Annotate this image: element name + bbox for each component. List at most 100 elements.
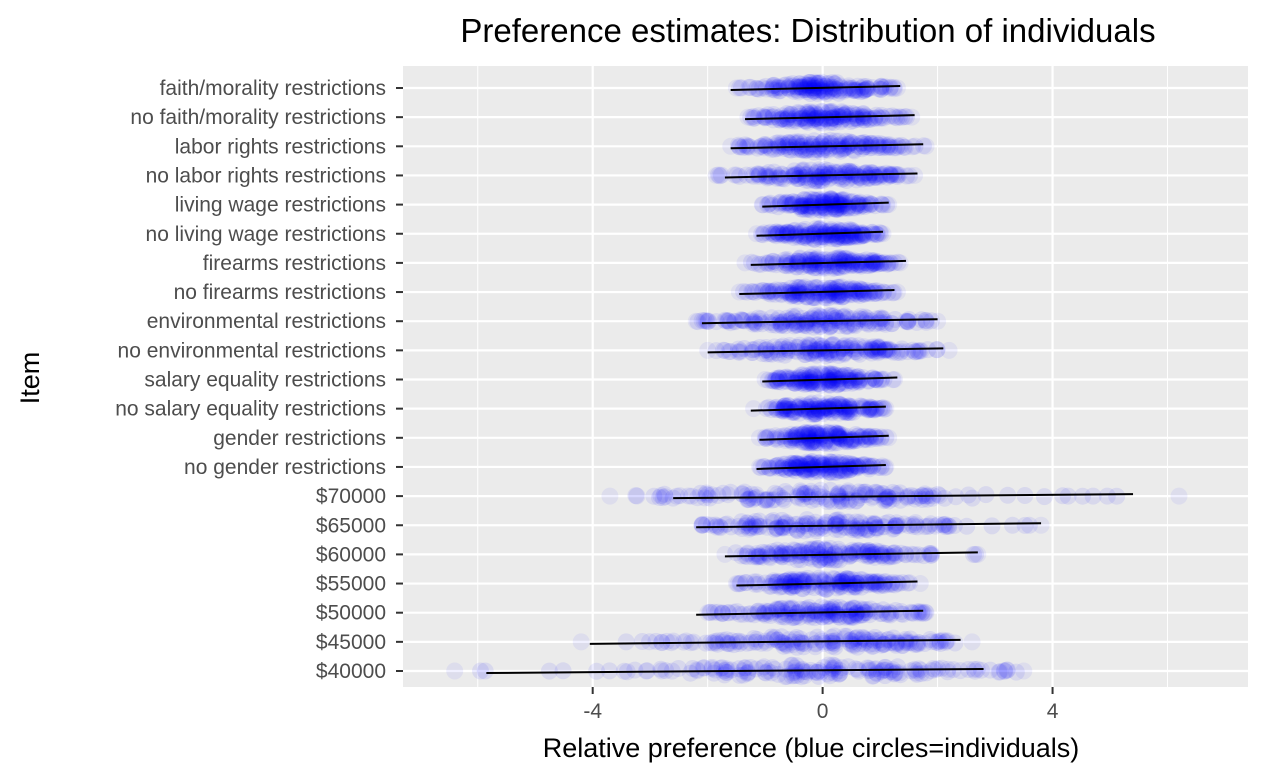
individual-point [730, 138, 748, 156]
individual-point [790, 542, 808, 560]
individual-point [826, 255, 844, 273]
individual-point [827, 285, 845, 302]
individual-point [748, 225, 765, 243]
individual-point [859, 254, 877, 272]
individual-point [816, 282, 833, 299]
individual-point [874, 225, 892, 243]
individual-point [878, 196, 896, 214]
individual-point [816, 288, 833, 306]
individual-point [804, 253, 822, 271]
individual-point [803, 135, 821, 153]
individual-point [923, 546, 940, 564]
individual-point [801, 76, 819, 94]
individual-point [735, 340, 753, 357]
individual-point [757, 165, 775, 183]
y-tick-label: $45000 [316, 631, 386, 654]
individual-point [824, 198, 842, 216]
individual-point [707, 313, 725, 331]
individual-point [822, 190, 840, 208]
individual-point [813, 102, 831, 120]
individual-point [849, 106, 866, 124]
individual-point [778, 225, 796, 243]
individual-point [795, 228, 813, 246]
individual-point [779, 252, 796, 270]
individual-point [774, 282, 792, 299]
individual-point [787, 78, 805, 96]
individual-point [835, 140, 853, 158]
individual-point [851, 193, 869, 211]
individual-point [779, 110, 796, 128]
individual-point [796, 111, 814, 129]
individual-point [843, 255, 861, 273]
individual-point [787, 227, 805, 245]
individual-point [858, 251, 875, 269]
individual-point [806, 73, 824, 91]
individual-point [801, 74, 819, 91]
individual-point [763, 491, 781, 509]
individual-point [855, 105, 872, 123]
individual-point [852, 281, 870, 299]
individual-point [800, 198, 818, 215]
individual-point [810, 83, 828, 101]
individual-point [769, 224, 787, 242]
individual-point [859, 80, 876, 98]
individual-point [794, 135, 812, 153]
individual-point [768, 169, 786, 187]
individual-point [859, 108, 876, 126]
individual-point [830, 252, 848, 270]
individual-point [764, 253, 782, 270]
individual-point [554, 662, 572, 680]
individual-point [768, 136, 786, 154]
individual-point [801, 81, 819, 98]
individual-point [865, 225, 883, 243]
individual-point [917, 604, 935, 622]
individual-point [769, 137, 787, 155]
individual-point [794, 81, 812, 99]
individual-point [871, 310, 888, 328]
individual-point [826, 284, 844, 302]
individual-point [827, 230, 845, 248]
individual-point [789, 224, 806, 242]
individual-point [822, 284, 840, 302]
y-tick-label: $55000 [316, 573, 386, 596]
individual-point [805, 289, 823, 307]
individual-point [915, 137, 932, 155]
y-tick-label: no environmental restrictions [118, 339, 386, 362]
individual-point [792, 198, 810, 216]
individual-point [755, 108, 773, 126]
individual-point [816, 168, 834, 186]
individual-point [817, 195, 835, 212]
individual-point [805, 135, 823, 153]
individual-point [917, 137, 935, 155]
individual-point [802, 257, 820, 275]
individual-point [800, 77, 817, 95]
individual-point [811, 81, 829, 99]
individual-point [849, 110, 867, 128]
individual-point [783, 573, 801, 591]
y-tick-label: no labor rights restrictions [146, 164, 386, 187]
individual-point [853, 256, 871, 274]
individual-point [851, 256, 869, 274]
individual-point [807, 224, 824, 241]
individual-point [800, 140, 818, 158]
individual-point [843, 105, 861, 122]
individual-point [833, 111, 851, 129]
x-tick-label: 4 [1047, 700, 1059, 723]
individual-point [785, 111, 803, 128]
individual-point [777, 194, 794, 212]
individual-point [801, 107, 819, 125]
individual-point [854, 109, 872, 127]
individual-point [809, 285, 827, 303]
individual-point [806, 110, 824, 128]
individual-point [742, 108, 760, 126]
individual-point [789, 170, 807, 188]
individual-point [776, 194, 794, 212]
individual-point [819, 193, 837, 211]
individual-point [859, 80, 877, 98]
individual-point [799, 428, 817, 446]
individual-point [830, 608, 848, 626]
individual-point [832, 286, 850, 303]
individual-point [867, 284, 885, 302]
individual-point [895, 138, 913, 156]
individual-point [833, 288, 851, 306]
